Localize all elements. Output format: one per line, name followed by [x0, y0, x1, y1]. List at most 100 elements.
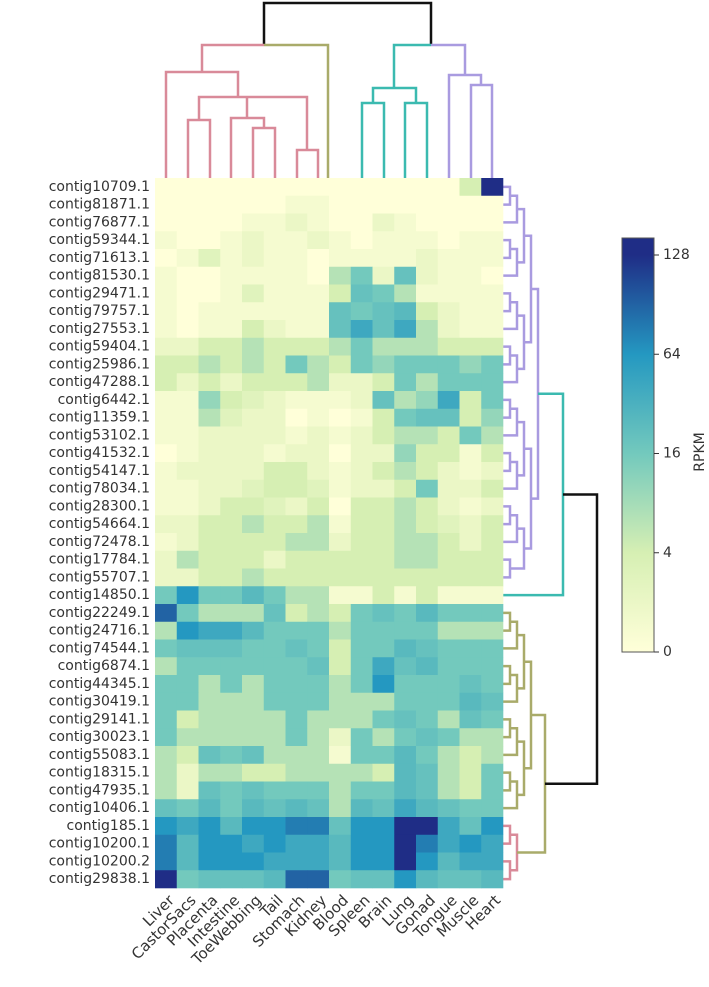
heatmap-cell [416, 710, 439, 729]
heatmap-cell [176, 728, 199, 747]
heatmap-cell [220, 586, 243, 605]
heatmap-cell [350, 302, 373, 321]
heatmap-cell [242, 746, 265, 765]
row-label: contig44345.1 [49, 676, 150, 692]
heatmap-cell [437, 834, 460, 853]
heatmap-cell [459, 426, 482, 445]
heatmap-cell [176, 604, 199, 623]
heatmap-cell [307, 568, 330, 587]
heatmap-cell [307, 799, 330, 818]
heatmap-cell [372, 373, 395, 392]
heatmap-cell [437, 657, 460, 676]
heatmap-cell [285, 763, 308, 782]
heatmap-cell [176, 746, 199, 765]
heatmap-cell [372, 391, 395, 410]
row-label: contig10709.1 [49, 179, 150, 195]
heatmap-cell [242, 462, 265, 481]
heatmap-cell [285, 533, 308, 552]
heatmap-cell [329, 195, 352, 214]
dendrogram-branch [503, 185, 512, 206]
heatmap-cell [350, 692, 373, 711]
row-label: contig30023.1 [49, 729, 150, 745]
heatmap-cell [155, 639, 178, 658]
heatmap-cell [350, 781, 373, 800]
heatmap-cell [394, 621, 417, 640]
heatmap-cell [372, 426, 395, 445]
heatmap-cell [263, 746, 286, 765]
heatmap-cell [176, 834, 199, 853]
heatmap-cell [372, 444, 395, 463]
heatmap-cell [242, 675, 265, 694]
heatmap-cell [372, 355, 395, 374]
heatmap-cell [416, 639, 439, 658]
heatmap-cell [416, 515, 439, 534]
heatmap-cell [220, 320, 243, 339]
heatmap-cell [481, 533, 504, 552]
heatmap-cell [481, 568, 504, 587]
row-label: contig14850.1 [49, 587, 150, 603]
heatmap-cell [263, 817, 286, 836]
heatmap-cell [372, 639, 395, 658]
heatmap-cell [481, 302, 504, 321]
heatmap-cell [481, 479, 504, 498]
heatmap-cell [198, 355, 221, 374]
heatmap-cell [176, 479, 199, 498]
heatmap-cell [220, 533, 243, 552]
heatmap-cell [394, 408, 417, 427]
heatmap-cell [350, 852, 373, 871]
heatmap-cell [307, 320, 330, 339]
heatmap-cell [394, 497, 417, 516]
heatmap-cell [285, 479, 308, 498]
heatmap-cell [198, 213, 221, 232]
heatmap-cell [437, 799, 460, 818]
heatmap-cell [481, 746, 504, 765]
row-label: contig25986.1 [49, 356, 150, 372]
heatmap-cell [285, 373, 308, 392]
heatmap-cell [198, 444, 221, 463]
heatmap-cell [437, 604, 460, 623]
heatmap-cell [372, 231, 395, 250]
heatmap-cell [176, 781, 199, 800]
heatmap-cell [459, 817, 482, 836]
heatmap-cell [155, 746, 178, 765]
heatmap-cell [242, 302, 265, 321]
dendrogram-branch [503, 451, 512, 473]
heatmap-cell [459, 834, 482, 853]
heatmap-cell [394, 195, 417, 214]
heatmap-cell [285, 426, 308, 445]
heatmap-cell [155, 444, 178, 463]
heatmap-cell [481, 426, 504, 445]
heatmap-cell [198, 604, 221, 623]
heatmap-cell [155, 675, 178, 694]
heatmap-cell [242, 870, 265, 889]
heatmap-cell [329, 675, 352, 694]
heatmap-cell [220, 657, 243, 676]
heatmap-cell [242, 284, 265, 303]
heatmap-cell [176, 213, 199, 232]
heatmap-cell [155, 710, 178, 729]
heatmap-cell [372, 568, 395, 587]
heatmap-cell [242, 373, 265, 392]
heatmap-cell [176, 391, 199, 410]
colorbar-tick-label: 4 [663, 545, 672, 561]
heatmap-cell [220, 408, 243, 427]
heatmap-cell [372, 213, 395, 232]
heatmap-cell [307, 870, 330, 889]
heatmap-cell [307, 355, 330, 374]
heatmap-cell [285, 834, 308, 853]
heatmap-cell [263, 426, 286, 445]
heatmap-cell [176, 675, 199, 694]
row-label: contig78034.1 [49, 481, 150, 497]
heatmap-cell [176, 302, 199, 321]
heatmap-cell [263, 870, 286, 889]
heatmap-cell [329, 337, 352, 356]
dendrogram-branch [503, 345, 512, 366]
heatmap-cell [242, 639, 265, 658]
heatmap-cell [263, 213, 286, 232]
heatmap-cell [242, 728, 265, 747]
heatmap-cell [242, 320, 265, 339]
heatmap-cell [155, 799, 178, 818]
heatmap-cell [372, 284, 395, 303]
heatmap-cell [350, 675, 373, 694]
heatmap-cell [350, 391, 373, 410]
